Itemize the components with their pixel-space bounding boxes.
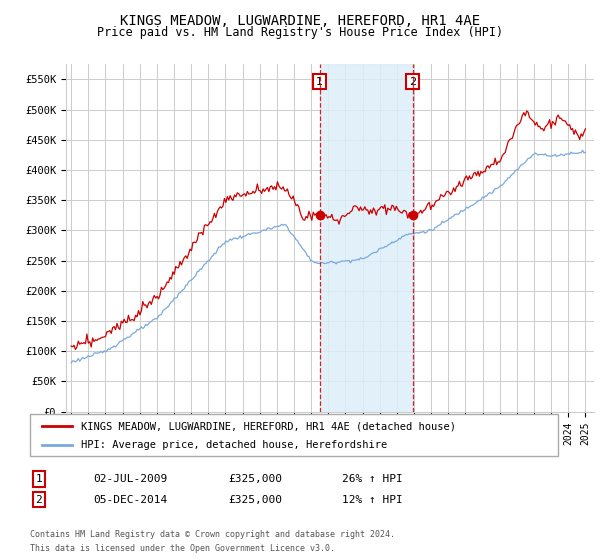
Text: 26% ↑ HPI: 26% ↑ HPI xyxy=(342,474,403,484)
Text: 2: 2 xyxy=(35,494,43,505)
Text: HPI: Average price, detached house, Herefordshire: HPI: Average price, detached house, Here… xyxy=(81,440,387,450)
Text: 05-DEC-2014: 05-DEC-2014 xyxy=(93,494,167,505)
Bar xyxy=(320,64,413,412)
Text: 02-JUL-2009: 02-JUL-2009 xyxy=(93,474,167,484)
Text: KINGS MEADOW, LUGWARDINE, HEREFORD, HR1 4AE (detached house): KINGS MEADOW, LUGWARDINE, HEREFORD, HR1 … xyxy=(81,421,456,431)
Text: 1: 1 xyxy=(35,474,43,484)
Text: Price paid vs. HM Land Registry's House Price Index (HPI): Price paid vs. HM Land Registry's House … xyxy=(97,26,503,39)
Text: £325,000: £325,000 xyxy=(228,474,282,484)
Text: KINGS MEADOW, LUGWARDINE, HEREFORD, HR1 4AE: KINGS MEADOW, LUGWARDINE, HEREFORD, HR1 … xyxy=(120,14,480,28)
Text: This data is licensed under the Open Government Licence v3.0.: This data is licensed under the Open Gov… xyxy=(30,544,335,553)
Text: £325,000: £325,000 xyxy=(228,494,282,505)
Text: 1: 1 xyxy=(316,77,323,87)
Text: 12% ↑ HPI: 12% ↑ HPI xyxy=(342,494,403,505)
Text: 2: 2 xyxy=(409,77,416,87)
Text: Contains HM Land Registry data © Crown copyright and database right 2024.: Contains HM Land Registry data © Crown c… xyxy=(30,530,395,539)
